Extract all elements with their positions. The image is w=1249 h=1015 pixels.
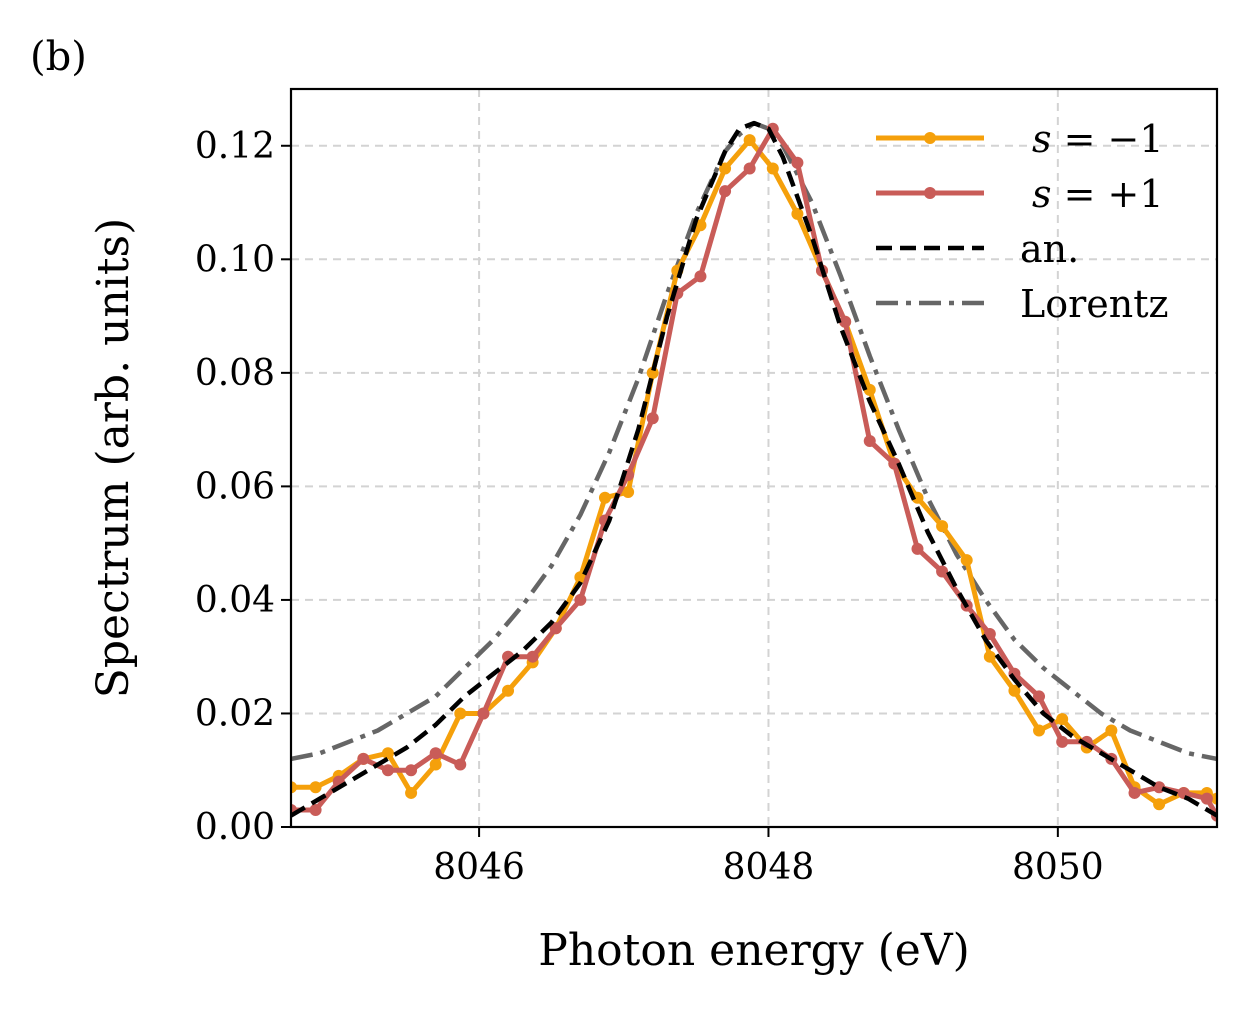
series-s-plus-point bbox=[454, 758, 467, 771]
legend-marker-s-minus bbox=[924, 132, 936, 144]
x-tick-label: 8046 bbox=[433, 847, 525, 888]
x-tick-label: 8050 bbox=[1012, 847, 1104, 888]
y-tick-label: 0.06 bbox=[195, 466, 275, 507]
series-s-plus-point bbox=[526, 650, 539, 663]
y-tick-label: 0.04 bbox=[195, 580, 275, 621]
series-s-plus-point bbox=[381, 764, 394, 777]
series-s-minus-point bbox=[743, 134, 756, 147]
series-s-plus-point bbox=[1033, 690, 1046, 703]
x-tick-label: 8048 bbox=[723, 847, 815, 888]
series-s-plus-point bbox=[888, 457, 901, 470]
legend-label-an: an. bbox=[1020, 227, 1079, 271]
series-s-minus-point bbox=[719, 162, 732, 175]
series-s-plus-point bbox=[839, 315, 852, 328]
series-s-minus-point bbox=[911, 491, 924, 504]
series-s-plus-point bbox=[983, 627, 996, 640]
series-lorentz bbox=[291, 120, 1217, 762]
series-s-minus-point bbox=[983, 650, 996, 663]
series-s-plus-point bbox=[719, 185, 732, 198]
series-s-minus-point bbox=[598, 491, 611, 504]
series-s-minus-point bbox=[429, 758, 442, 771]
series-s-plus-point bbox=[309, 803, 322, 816]
series-s-plus-point bbox=[574, 593, 587, 606]
series-s-plus-point bbox=[477, 707, 490, 720]
series-s-plus-point bbox=[911, 542, 924, 555]
series-s-minus-point bbox=[405, 786, 418, 799]
series-s-plus-point bbox=[405, 764, 418, 777]
series-s-minus-point bbox=[1105, 724, 1118, 737]
series-s-plus-point bbox=[1056, 735, 1069, 748]
y-tick-label: 0.10 bbox=[195, 239, 275, 280]
y-tick-label: 0.12 bbox=[195, 126, 275, 167]
series-s-minus-point bbox=[381, 747, 394, 760]
series-s-minus-point bbox=[1033, 724, 1046, 737]
y-axis-title: Spectrum (arb. units) bbox=[88, 218, 139, 699]
series-s-plus-point bbox=[429, 747, 442, 760]
series-s-plus-point bbox=[863, 434, 876, 447]
plot-frame bbox=[289, 87, 1219, 829]
series-s-plus bbox=[291, 126, 1217, 817]
series-s-minus-point bbox=[791, 207, 804, 220]
series-s-minus-point bbox=[960, 554, 973, 567]
legend-label-s-minus: s = −1 bbox=[1032, 117, 1164, 161]
axis-ticks: 8046 8048 8050 0.00 0.02 0.04 0.06 0.08 0.10 0.12 bbox=[195, 126, 1104, 888]
legend: s = −1 s = +1 an. Lorentz bbox=[876, 117, 1169, 326]
series-s-plus-point bbox=[357, 752, 370, 765]
series-layer bbox=[291, 120, 1217, 822]
series-s-plus-point bbox=[1128, 786, 1141, 799]
series-s-plus-point bbox=[646, 412, 659, 425]
series-s-minus-point bbox=[309, 781, 322, 794]
legend-label-lorentz: Lorentz bbox=[1020, 282, 1169, 326]
series-s-minus-point bbox=[936, 520, 949, 533]
legend-marker-s-plus bbox=[924, 187, 936, 199]
series-s-minus-point bbox=[863, 383, 876, 396]
legend-label-s-plus: s = +1 bbox=[1032, 172, 1164, 216]
panel-label: (b) bbox=[30, 34, 87, 80]
series-s-minus-point bbox=[622, 486, 635, 499]
y-tick-label: 0.02 bbox=[195, 693, 275, 734]
series-s-plus-point bbox=[791, 156, 804, 169]
series-s-plus-point bbox=[1200, 792, 1213, 805]
series-s-plus-point bbox=[694, 270, 707, 283]
grid bbox=[291, 89, 1217, 827]
series-s-minus-point bbox=[1153, 798, 1166, 811]
series-s-plus-point bbox=[549, 622, 562, 635]
series-s-minus-point bbox=[502, 684, 515, 697]
series-s-minus-point bbox=[291, 781, 297, 794]
series-s-minus-point bbox=[1008, 684, 1021, 697]
series-s-minus-point bbox=[766, 162, 779, 175]
series-s-minus bbox=[291, 137, 1217, 807]
series-s-minus-point bbox=[1211, 792, 1217, 805]
series-s-minus-point bbox=[1056, 713, 1069, 726]
y-tick-label: 0.08 bbox=[195, 353, 275, 394]
y-tick-label: 0.00 bbox=[195, 807, 275, 848]
series-s-plus-point bbox=[743, 162, 756, 175]
series-s-minus-point bbox=[454, 707, 467, 720]
series-s-minus-point bbox=[574, 571, 587, 584]
series-an bbox=[291, 120, 1217, 818]
series-s-plus-point bbox=[936, 565, 949, 578]
x-axis-title: Photon energy (eV) bbox=[538, 925, 970, 976]
